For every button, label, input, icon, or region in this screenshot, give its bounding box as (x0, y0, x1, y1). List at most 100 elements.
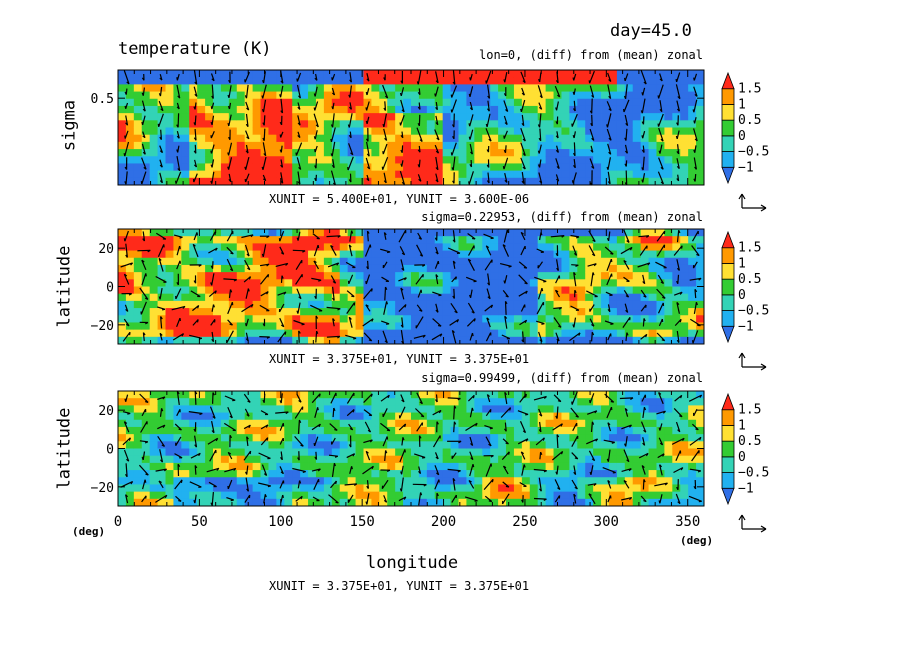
heatmap-cell (482, 300, 491, 309)
heatmap-cell (118, 127, 127, 136)
heatmap-cell (236, 405, 246, 413)
heatmap-cell (593, 272, 602, 280)
vector-arrow-head (523, 266, 527, 269)
heatmap-cell (664, 134, 673, 143)
heatmap-cell (561, 272, 570, 280)
heatmap-cell (624, 177, 634, 186)
heatmap-cell (434, 236, 444, 244)
vector-arrow-head (629, 247, 633, 251)
heatmap-cell (363, 279, 372, 287)
heatmap-cell (220, 426, 230, 435)
heatmap-cell (593, 426, 602, 435)
heatmap-cell (347, 257, 356, 266)
heatmap-cell (205, 293, 214, 302)
vector-arrow-head (162, 396, 166, 400)
vector-arrow (125, 494, 129, 504)
heatmap-cell (395, 156, 404, 164)
heatmap-cell (387, 149, 396, 157)
heatmap-cell (569, 419, 578, 428)
heatmap-cell (529, 229, 539, 237)
heatmap-cell (125, 264, 135, 273)
heatmap-cell (521, 70, 531, 78)
vector-arrow-head (555, 80, 559, 84)
heatmap-cell (395, 98, 404, 107)
vector-arrow-head (248, 276, 252, 280)
heatmap-cell (577, 441, 586, 449)
vector-arrow (262, 99, 267, 113)
heatmap-cell (577, 286, 586, 295)
heatmap-cell (125, 405, 135, 413)
vector-arrow-head (521, 339, 524, 343)
vector-arrow-head (245, 150, 249, 154)
heatmap-cell (308, 470, 317, 478)
heatmap-cell (189, 229, 198, 237)
heatmap-cell (411, 498, 420, 507)
heatmap-cell (149, 127, 158, 136)
heatmap-cell (118, 455, 127, 464)
heatmap-cell (339, 113, 349, 121)
heatmap-cell (601, 329, 610, 338)
heatmap-cell (418, 113, 428, 121)
vector-arrow (452, 230, 456, 243)
heatmap-cell (624, 279, 634, 287)
heatmap-cell (648, 308, 657, 316)
vector-arrow-head (503, 280, 506, 284)
vector-arrow-head (125, 122, 128, 126)
vector-arrow-head (435, 122, 439, 126)
heatmap-cell (228, 398, 238, 406)
heatmap-cell (315, 250, 325, 259)
heatmap-cell (252, 455, 261, 464)
heatmap-cell (379, 170, 388, 179)
heatmap-cell (300, 113, 309, 121)
heatmap-cell (228, 149, 238, 157)
vector-arrow (296, 288, 302, 299)
heatmap-cell (173, 329, 182, 338)
heatmap-cell (213, 250, 222, 259)
heatmap-cell (395, 120, 404, 128)
heatmap-cell (149, 322, 158, 331)
heatmap-cell (355, 329, 364, 338)
heatmap-cell (339, 426, 349, 435)
heatmap-cell (672, 257, 681, 266)
heatmap-cell (521, 426, 531, 435)
heatmap-cell (292, 470, 301, 478)
heatmap-cell (632, 170, 642, 179)
heatmap-cell (387, 120, 396, 128)
heatmap-cell (244, 462, 254, 471)
heatmap-cell (490, 229, 499, 237)
heatmap-cell (220, 329, 230, 338)
heatmap-cell (672, 308, 681, 316)
heatmap-cell (513, 470, 523, 478)
vector-arrow-head (419, 139, 423, 143)
heatmap-cell (529, 84, 539, 92)
vector-arrow (539, 113, 542, 128)
vector-arrow-head (590, 123, 593, 127)
heatmap-cell (118, 434, 127, 442)
vector-arrow (521, 114, 525, 126)
heatmap-cell (125, 229, 135, 237)
heatmap-cell (197, 77, 206, 85)
heatmap-cell (585, 141, 594, 150)
heatmap-cell (529, 113, 539, 121)
heatmap-cell (141, 441, 151, 449)
heatmap-cell (696, 462, 705, 471)
heatmap-cell (173, 419, 182, 428)
heatmap-cell (513, 412, 523, 421)
heatmap-cell (616, 149, 626, 157)
heatmap-cell (268, 236, 277, 244)
heatmap-cell (181, 405, 190, 413)
heatmap-cell (371, 70, 380, 78)
heatmap-cell (403, 257, 412, 266)
heatmap-cell (569, 113, 578, 121)
vector-arrow-head (297, 135, 301, 139)
heatmap-cell (387, 134, 396, 143)
heatmap-cell (616, 426, 626, 435)
heatmap-cell (228, 484, 238, 493)
heatmap-cell (260, 257, 269, 266)
heatmap-cell (395, 250, 404, 259)
heatmap-cell (323, 462, 333, 471)
vector-arrow (637, 262, 650, 268)
vector-arrow-head (694, 166, 697, 170)
heatmap-cell (537, 134, 547, 143)
heatmap-cell (292, 77, 301, 85)
